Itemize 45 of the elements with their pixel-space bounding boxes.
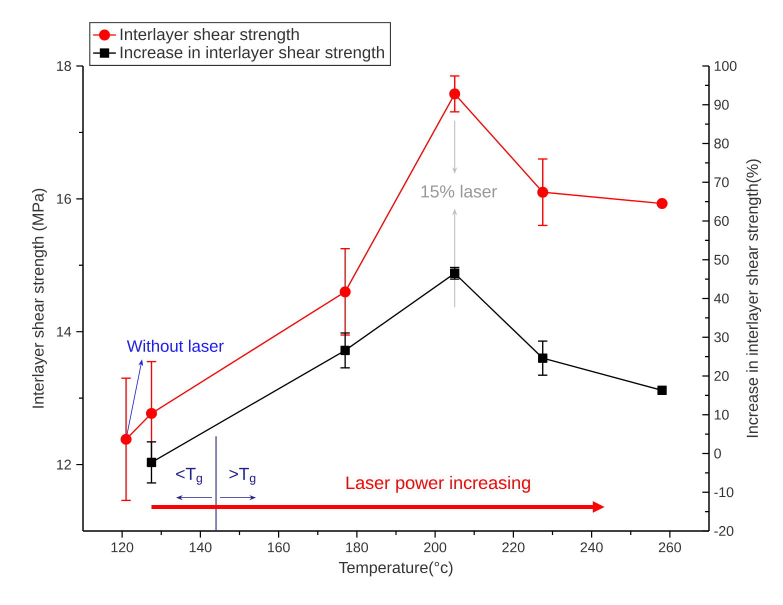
point: [146, 458, 156, 468]
x-axis-title: Temperature(°c): [338, 561, 452, 576]
x-tick-label: 160: [268, 542, 290, 552]
y-axis-title: Interlayer shear strength (MPa): [32, 188, 47, 408]
legend-label: Interlayer shear strength: [120, 28, 299, 44]
x-tick-label: 200: [424, 542, 446, 552]
y2-tick-label: -10: [714, 487, 734, 498]
y2-axis-title: Increase in interlayer shear strength(%): [746, 159, 762, 438]
annotation: <T$_{g}$: [176, 468, 202, 485]
y-tick-label: 18: [57, 61, 72, 71]
x-tick-label: 220: [502, 542, 524, 552]
y2-tick-label: 30: [714, 332, 729, 342]
y2-tick-label: 40: [714, 294, 729, 304]
y2-tick-label: 20: [714, 371, 729, 381]
x-tick-label: 140: [190, 542, 212, 552]
annotation: Laser power increasing: [346, 476, 530, 493]
legend-label: Increase in interlayer shear strength: [120, 46, 384, 62]
point: [340, 346, 350, 356]
y2-tick-label: 60: [714, 216, 729, 226]
point: [340, 286, 351, 298]
x-tick-label: 240: [580, 542, 603, 552]
point: [657, 386, 667, 395]
y-tick-label: 14: [57, 326, 72, 337]
y2-tick-label: 90: [714, 100, 729, 110]
point: [146, 408, 157, 419]
y2-tick-label: -20: [714, 526, 734, 536]
y-tick-label: 12: [57, 460, 71, 470]
point: [656, 198, 668, 209]
y2-tick-label: 100: [714, 61, 737, 71]
x-tick-label: 180: [346, 542, 368, 552]
y2-tick-label: 70: [714, 177, 729, 188]
y2-tick-label: 50: [714, 254, 729, 265]
annotation: Without laser: [126, 340, 224, 352]
point: [538, 353, 548, 363]
y-tick-label: 16: [57, 194, 72, 204]
x-tick-label: 260: [658, 542, 681, 552]
point: [537, 186, 548, 198]
y2-tick-label: 0: [714, 448, 721, 458]
x-tick-label: 120: [112, 542, 134, 552]
annotation: 15% laser: [421, 184, 497, 198]
point: [449, 88, 460, 100]
y2-tick-label: 10: [714, 410, 729, 420]
y2-tick-label: 80: [714, 138, 729, 148]
annotation: >T$_{g}$: [229, 468, 256, 485]
point: [120, 434, 132, 445]
